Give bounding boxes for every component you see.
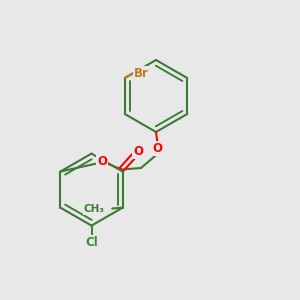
Text: O: O xyxy=(152,142,163,155)
Text: CH₃: CH₃ xyxy=(84,204,105,214)
Text: Br: Br xyxy=(134,67,149,80)
Text: O: O xyxy=(97,154,107,168)
Text: Cl: Cl xyxy=(85,236,98,249)
Text: O: O xyxy=(133,145,143,158)
